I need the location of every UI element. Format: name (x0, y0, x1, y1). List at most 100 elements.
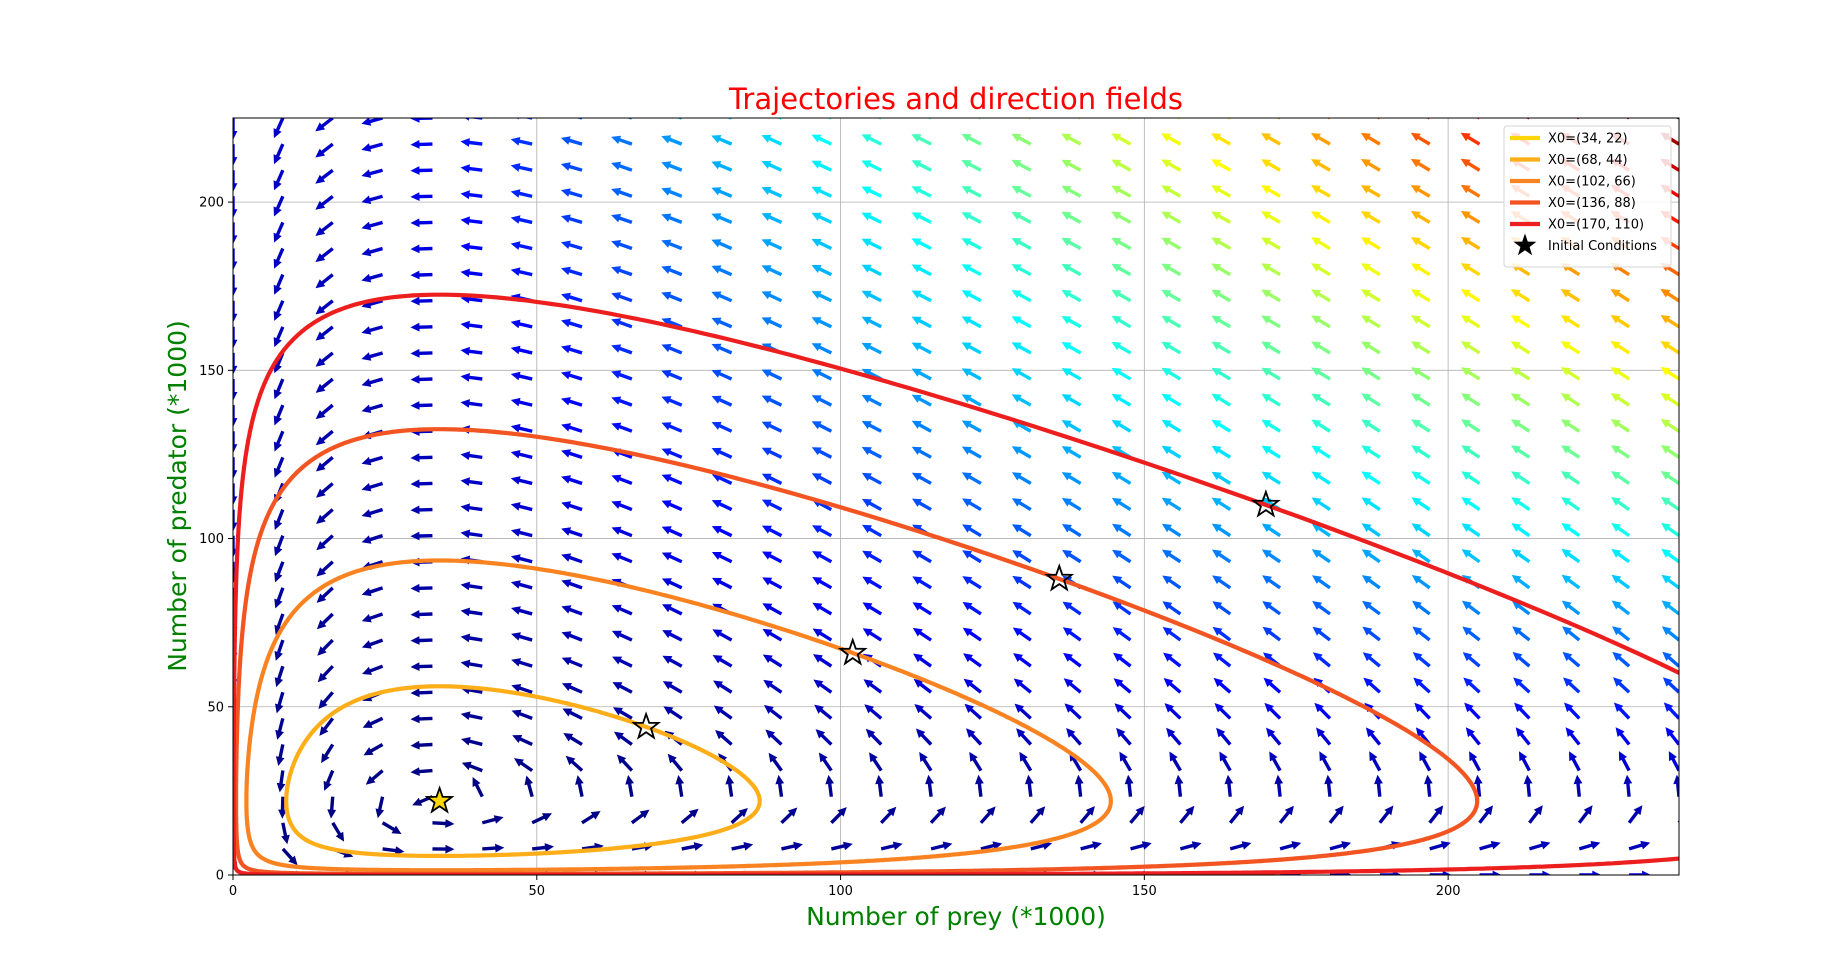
field-arrow (913, 678, 933, 694)
field-arrow (1429, 870, 1452, 875)
field-arrow-shape (1061, 263, 1082, 277)
field-arrow-shape (880, 841, 903, 851)
field-arrow-shape (862, 576, 883, 590)
field-arrow (1179, 805, 1195, 824)
field-arrow-shape (1061, 185, 1082, 198)
field-arrow (1460, 211, 1481, 224)
field-arrow (1011, 238, 1032, 250)
field-arrow (1261, 419, 1281, 433)
field-arrow-shape (1661, 574, 1679, 590)
field-arrow (662, 604, 683, 616)
field-arrow (1660, 445, 1679, 459)
field-arrow-shape (831, 841, 853, 851)
field-arrow (1164, 703, 1182, 720)
field-arrow (1463, 677, 1481, 694)
field-arrow (233, 300, 238, 323)
field-arrow-shape (861, 447, 882, 459)
field-arrow (1311, 341, 1331, 355)
field-arrow (1610, 471, 1631, 485)
field-arrow-shape (764, 705, 783, 720)
field-arrow-shape (273, 195, 285, 217)
field-arrow-shape (410, 636, 433, 645)
field-arrow (711, 187, 733, 198)
field-arrow (1410, 158, 1431, 172)
field-arrow (1111, 420, 1132, 433)
field-arrow (1214, 703, 1232, 720)
field-arrow-shape (1675, 118, 1679, 120)
field-arrow (315, 195, 334, 210)
field-arrow (233, 379, 238, 401)
field-arrow-shape (1312, 575, 1331, 590)
field-arrow-shape (563, 733, 583, 746)
field-arrow-shape (361, 118, 383, 126)
field-arrow (1261, 133, 1281, 146)
field-arrow-shape (1212, 575, 1232, 590)
field-arrow (233, 561, 238, 584)
field-arrow-shape (1411, 575, 1431, 590)
field-arrow (315, 351, 334, 367)
field-arrow (662, 655, 683, 668)
field-arrow (1019, 751, 1033, 772)
field-arrow (1264, 702, 1282, 720)
field-arrow-shape (410, 192, 433, 201)
field-arrow-shape (1211, 237, 1232, 250)
field-arrow-shape (1011, 446, 1032, 459)
field-arrow (711, 395, 733, 407)
field-arrow-shape (1161, 315, 1182, 329)
field-arrow-shape (315, 299, 334, 315)
field-arrow (1618, 751, 1631, 772)
field-arrow (1410, 132, 1431, 146)
field-arrow (1011, 290, 1032, 303)
field-arrow (1111, 133, 1132, 146)
field-arrow (315, 429, 334, 446)
field-arrow (361, 142, 383, 152)
field-arrow-shape (911, 316, 932, 329)
field-arrow-shape (761, 317, 783, 329)
field-arrow-shape (961, 316, 982, 329)
field-arrow (410, 688, 433, 698)
field-arrow (1211, 289, 1232, 303)
trajectory-line (234, 427, 1480, 875)
field-arrow (811, 473, 833, 485)
field-arrow-shape (1211, 341, 1232, 355)
field-arrow (1061, 420, 1082, 433)
field-arrow-shape (1511, 419, 1531, 433)
field-arrow (321, 743, 335, 764)
field-arrow (1261, 263, 1281, 277)
field-arrow-shape (362, 716, 384, 728)
field-arrow-shape (1460, 289, 1481, 303)
field-arrow (612, 656, 633, 668)
field-arrow (323, 769, 335, 791)
field-arrow (662, 681, 683, 694)
field-arrow-shape (1162, 575, 1182, 590)
field-arrow-shape (1163, 652, 1182, 668)
field-arrow-shape (461, 761, 483, 773)
field-arrow-shape (812, 525, 833, 538)
field-arrow-shape (1316, 727, 1332, 746)
field-arrow (763, 679, 783, 694)
field-arrow (680, 808, 699, 825)
field-arrow (233, 248, 238, 271)
field-arrow (1262, 575, 1282, 590)
field-arrow-shape (361, 507, 384, 518)
field-arrow (1515, 727, 1531, 746)
field-arrow (1424, 774, 1433, 797)
field-arrow-shape (1066, 728, 1082, 746)
field-arrow-shape (233, 535, 238, 558)
field-arrow-shape (1012, 550, 1032, 564)
field-arrow (1410, 185, 1431, 198)
field-arrow (911, 316, 932, 329)
field-arrow-shape (273, 221, 285, 243)
field-arrow (410, 531, 433, 541)
field-arrow (275, 691, 285, 714)
field-arrow (980, 841, 1003, 851)
field-arrow (561, 292, 583, 303)
field-arrow (781, 841, 803, 851)
field-arrow-shape (1362, 600, 1381, 616)
field-arrow (1514, 702, 1531, 720)
field-arrow (1111, 159, 1132, 172)
field-arrow-shape (273, 143, 285, 165)
field-arrow (1374, 774, 1383, 797)
field-arrow-shape (1161, 159, 1182, 172)
field-arrow (233, 222, 238, 245)
